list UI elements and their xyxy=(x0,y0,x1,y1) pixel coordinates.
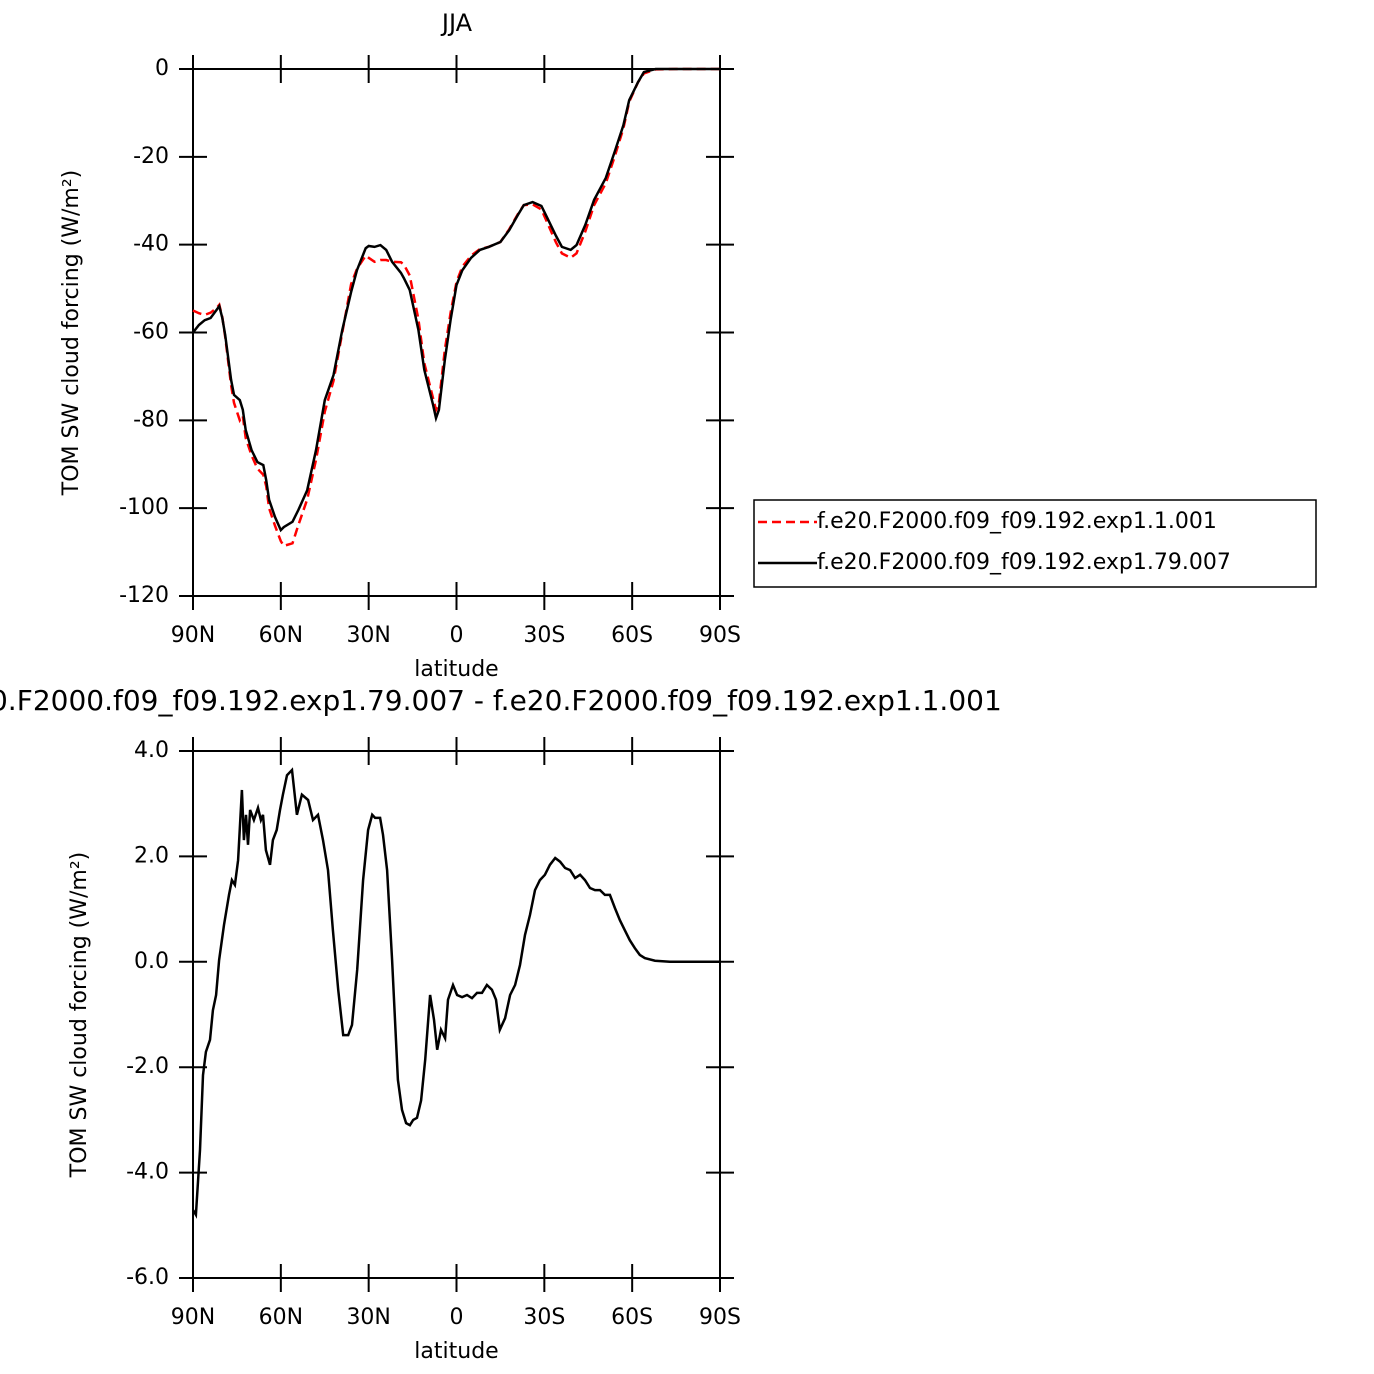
x-tick-label: 60S xyxy=(611,623,653,648)
y-tick-label: -100 xyxy=(119,495,169,520)
x-tick-label: 60N xyxy=(259,1305,303,1330)
x-tick-label: 30N xyxy=(346,623,390,648)
x-tick-label: 90S xyxy=(699,623,741,648)
y-tick-label: -60 xyxy=(133,320,169,345)
y-axis-label: TOM SW cloud forcing (W/m²) xyxy=(59,170,84,496)
x-tick-label: 60N xyxy=(259,623,303,648)
legend-box xyxy=(753,499,1317,588)
plot-frame xyxy=(192,750,721,1279)
y-tick-label: 0.0 xyxy=(134,949,169,974)
y-tick-label: -80 xyxy=(133,407,169,432)
x-axis-label: latitude xyxy=(414,1339,498,1364)
legend-label: f.e20.F2000.f09_f09.192.exp1.1.001 xyxy=(817,509,1217,534)
line-series xyxy=(192,67,720,548)
y-tick-label: -2.0 xyxy=(126,1054,169,1079)
y-tick-label: 4.0 xyxy=(134,738,169,763)
x-tick-label: 90N xyxy=(171,623,215,648)
x-tick-label: 30S xyxy=(523,1305,565,1330)
x-tick-label: 0 xyxy=(450,623,464,648)
line-series xyxy=(191,767,720,1219)
x-axis-label: latitude xyxy=(414,657,498,682)
x-tick-label: 90S xyxy=(699,1305,741,1330)
chart-title: f.e20.F2000.f09_f09.192.exp1.79.007 - f.… xyxy=(0,684,1002,717)
chart-title: JJA xyxy=(440,9,473,37)
x-tick-label: 30N xyxy=(346,1305,390,1330)
y-tick-label: 2.0 xyxy=(134,843,169,868)
y-tick-label: -40 xyxy=(133,232,169,257)
y-tick-label: -120 xyxy=(119,583,169,608)
y-axis-label: TOM SW cloud forcing (W/m²) xyxy=(67,852,92,1178)
x-tick-label: 90N xyxy=(171,1305,215,1330)
y-tick-label: -6.0 xyxy=(126,1265,169,1290)
y-tick-label: 0 xyxy=(155,56,169,81)
line-series xyxy=(192,67,720,533)
y-tick-label: -4.0 xyxy=(126,1160,169,1185)
legend-label: f.e20.F2000.f09_f09.192.exp1.79.007 xyxy=(817,550,1231,575)
x-tick-label: 0 xyxy=(450,1305,464,1330)
y-tick-label: -20 xyxy=(133,144,169,169)
x-tick-label: 30S xyxy=(523,623,565,648)
x-tick-label: 60S xyxy=(611,1305,653,1330)
